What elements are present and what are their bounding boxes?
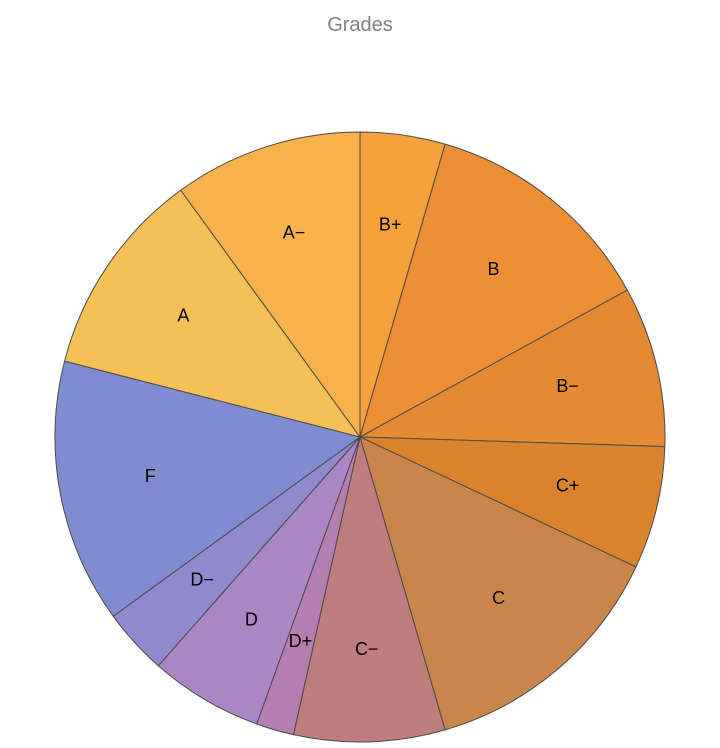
pie-slice-label: B [487,259,499,279]
pie-slice-label: D− [190,569,214,589]
pie-slice-label: A [177,306,189,326]
chart-title: Grades [0,0,720,37]
pie-slice-label: B+ [379,214,402,234]
pie-slice-label: D [245,610,258,630]
pie-slice-label: C [492,588,505,608]
pie-slice-label: B− [556,376,579,396]
pie-slice-label: F [145,466,156,486]
pie-slice-label: A− [283,223,306,243]
grades-pie-chart: B+ B B− C+ C C− D+ D D− F A A− [0,37,720,747]
pie-slice-label: D+ [289,631,313,651]
pie-slice-label: C+ [556,476,580,496]
pie-slice-label: C− [355,639,379,659]
